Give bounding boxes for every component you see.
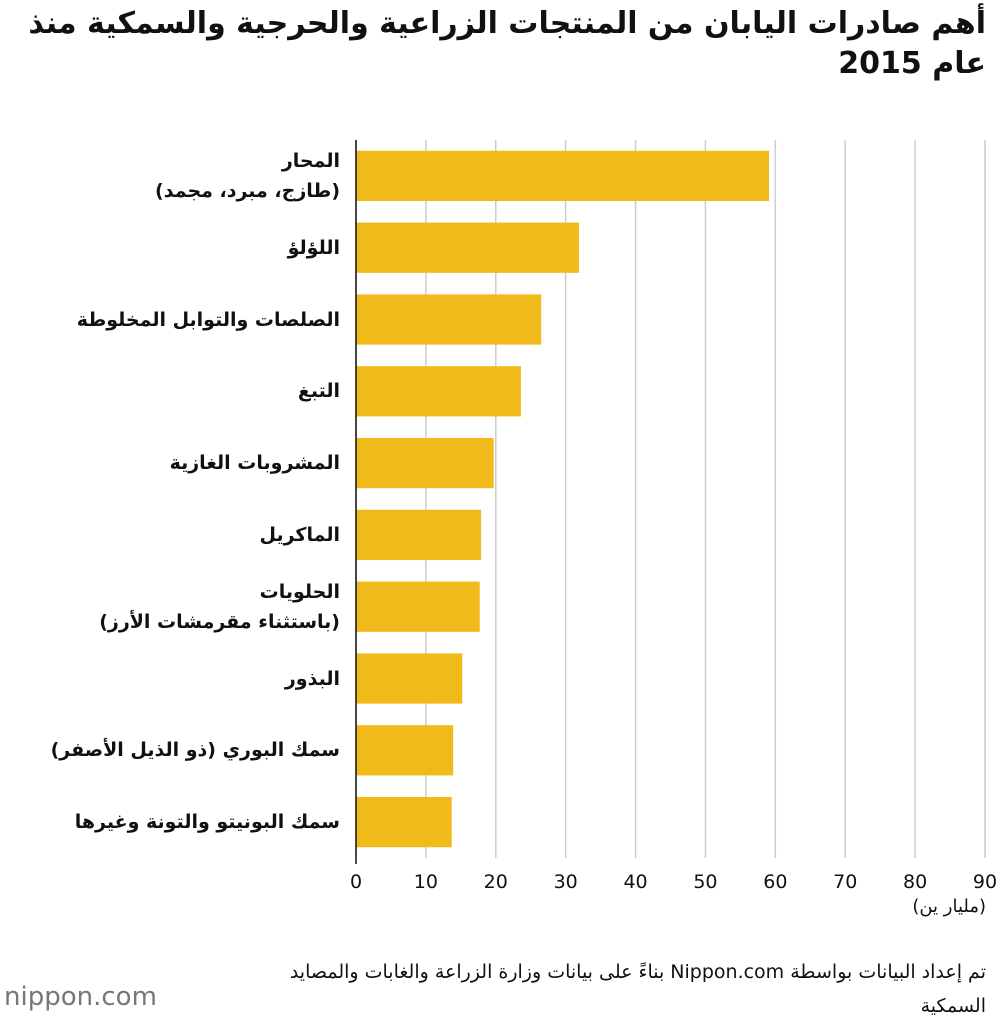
bar [356,150,770,202]
logo: nippon.com [4,982,157,1012]
y-tick-label: سمك البونيتو والتونة وغيرها [74,811,340,834]
x-tick-label: 10 [414,871,438,893]
y-tick-label: اللؤلؤ [287,236,340,259]
y-tick-label: سمك البوري (ذو الذيل الأصفر) [50,739,340,762]
bar [356,437,494,489]
x-tick-label: 50 [693,871,717,893]
bar [356,581,480,632]
source-note: تم إعداد البيانات بواسطة Nippon.com بناء… [289,961,986,1017]
bar [356,796,452,848]
x-tick-label: 0 [350,871,362,893]
y-tick-label: الصلصات والتوابل المخلوطة [76,308,340,331]
x-axis-label: (مليار ين) [912,896,986,917]
x-tick-label: 70 [833,871,857,893]
x-tick-label: 80 [903,871,927,893]
chart-title: أهم صادرات اليابان من المنتجات الزراعية … [28,6,986,81]
y-tick-label: المحار (طازج، مبرد، مجمد) [155,149,340,202]
x-tick-label: 20 [484,871,508,893]
y-tick-label: البذور [284,667,340,690]
bar [356,294,542,345]
x-tick-label: 60 [763,871,787,893]
bar [356,509,482,561]
bar [356,366,521,417]
x-tick-label: 90 [973,871,997,893]
y-tick-label: المشروبات الغازية [169,452,340,475]
y-tick-label: التبغ [297,380,340,403]
y-tick-label: الماكريل [259,523,340,546]
x-tick-label: 40 [623,871,647,893]
bar [356,653,463,704]
bar [356,222,579,273]
x-tick-label: 30 [554,871,578,893]
y-tick-label: الحلويات (باستثناء مقرمشات الأرز) [99,580,340,633]
bar [356,725,454,776]
